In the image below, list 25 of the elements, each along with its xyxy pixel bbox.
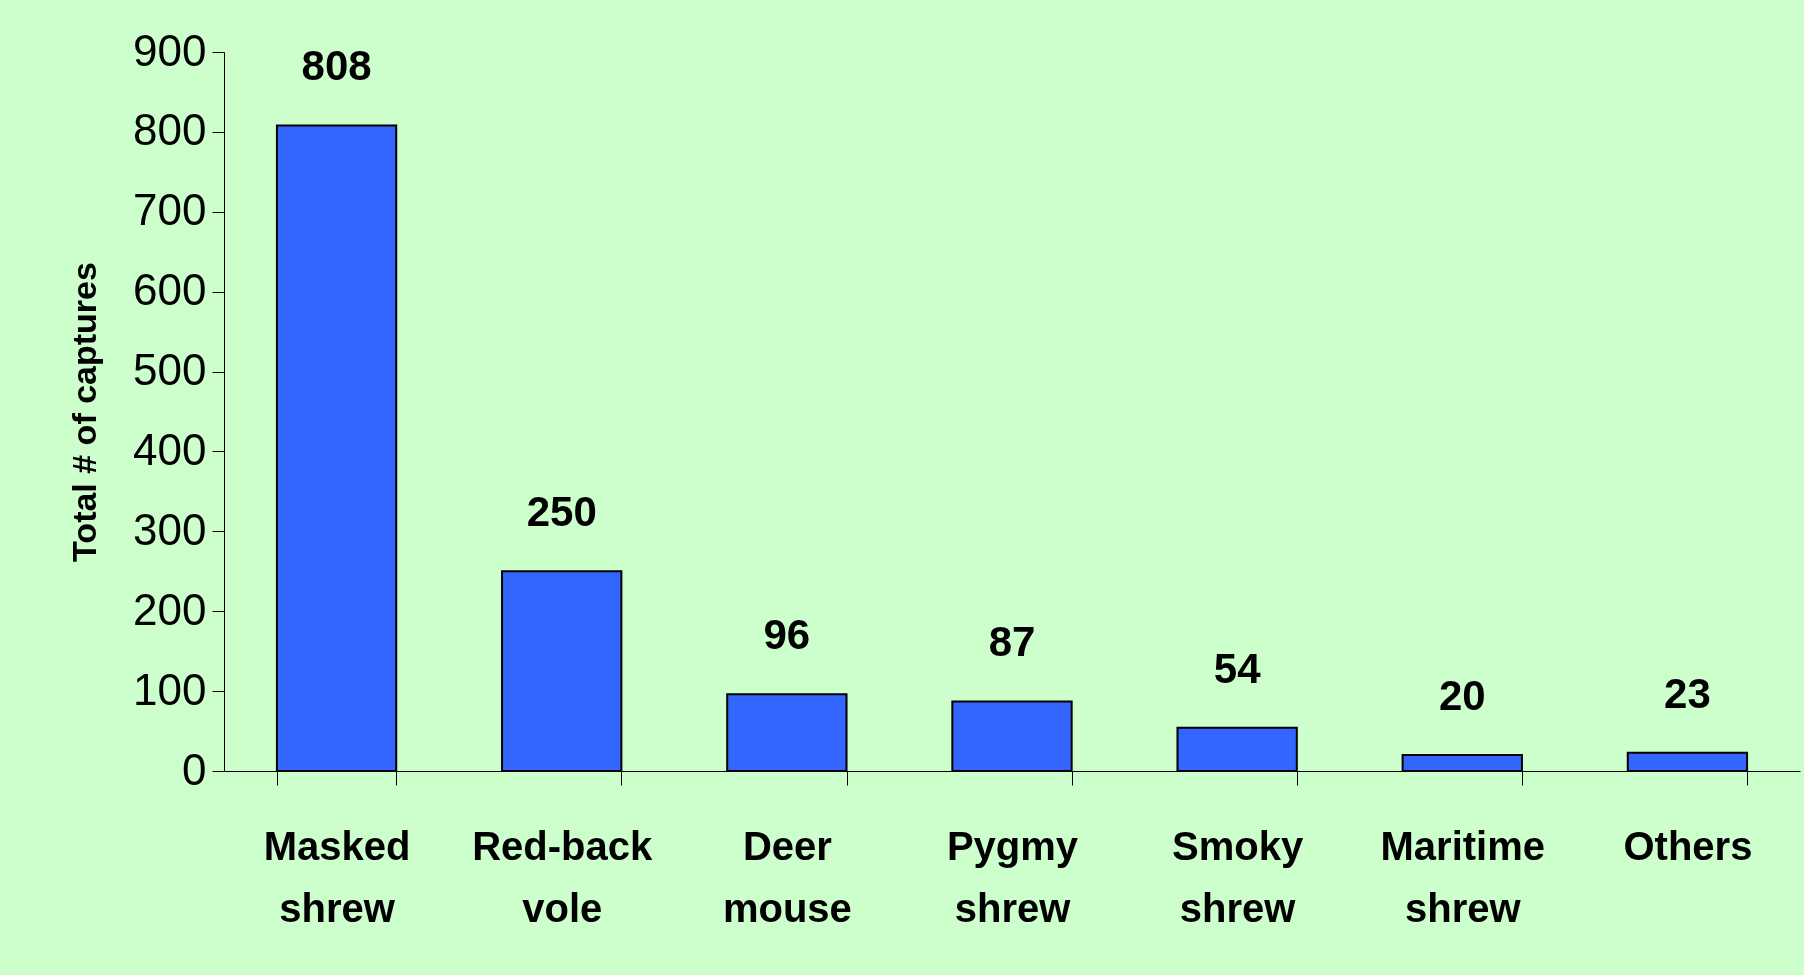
data-label: 808: [301, 42, 372, 90]
y-tick-label: 900: [133, 25, 207, 75]
y-tick-label: 200: [133, 584, 207, 634]
x-tick-label: Masked shrew: [263, 823, 411, 930]
data-label: 54: [1213, 644, 1262, 692]
y-tick-label: 400: [133, 424, 207, 474]
data-label: 23: [1664, 669, 1711, 717]
data-label: 96: [763, 611, 811, 659]
data-label: 20: [1438, 672, 1486, 720]
y-tick-label: 700: [133, 185, 207, 235]
x-tick-label: Red-back vole: [472, 823, 653, 930]
data-label: 87: [988, 618, 1036, 666]
x-tick-label: Pygmy shrew: [946, 823, 1079, 930]
x-tick-label: Others: [1623, 823, 1753, 868]
x-tick-label: Maritime shrew: [1380, 823, 1546, 930]
data-label: 250: [526, 488, 597, 536]
y-tick-label: 500: [133, 345, 207, 395]
y-tick-label: 0: [182, 744, 207, 794]
y-tick-label: 100: [133, 664, 207, 714]
x-tick-label: Smoky shrew: [1172, 823, 1304, 930]
y-tick-label: 300: [133, 504, 207, 554]
y-tick-label: 800: [133, 105, 207, 155]
x-tick-label: Deer mouse: [722, 823, 852, 930]
y-tick-label: 600: [133, 265, 207, 315]
y-axis-title: Total # of captures: [65, 262, 104, 562]
